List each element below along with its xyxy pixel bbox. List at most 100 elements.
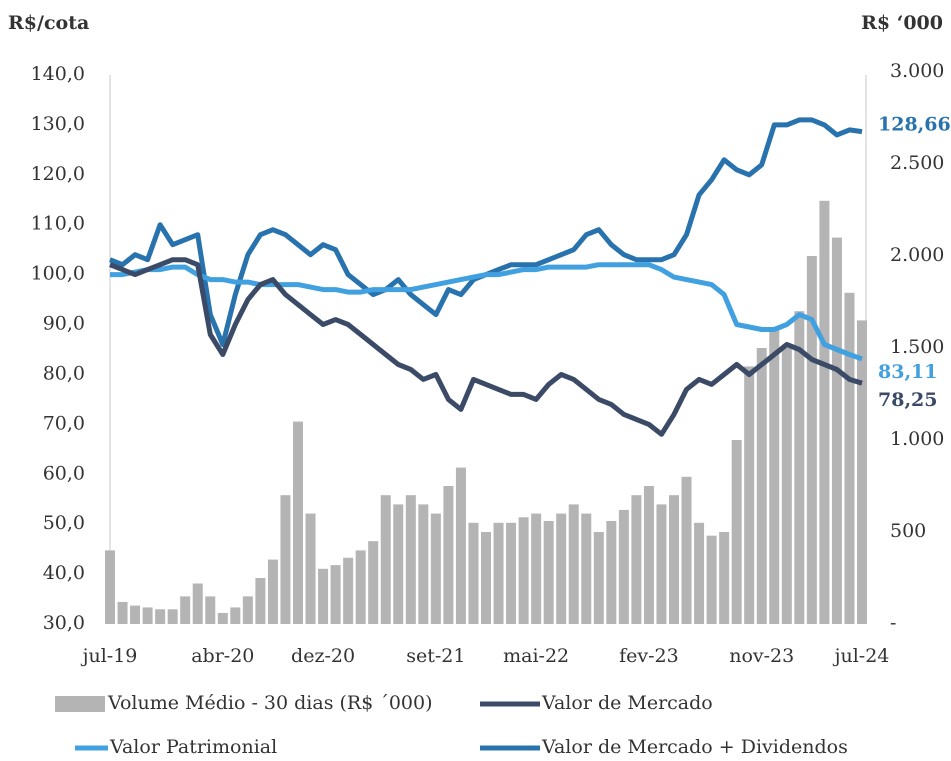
y-tick-label: 130,0 bbox=[31, 113, 85, 135]
volume-bar bbox=[593, 532, 604, 624]
volume-bar bbox=[756, 348, 767, 624]
y-tick-label: 30,0 bbox=[43, 612, 85, 634]
y-tick-label: 60,0 bbox=[43, 462, 85, 484]
volume-bar bbox=[581, 513, 592, 624]
volume-bar bbox=[130, 605, 141, 624]
y-tick-label: 100,0 bbox=[31, 263, 85, 285]
volume-bar bbox=[142, 607, 153, 624]
volume-bar bbox=[481, 532, 491, 624]
x-tick-label: dez-20 bbox=[291, 645, 355, 667]
legend-label: Valor de Mercado + Dividendos bbox=[541, 736, 848, 758]
volume-bar bbox=[819, 200, 830, 625]
y2-tick-label: 1.500 bbox=[890, 336, 944, 358]
y-tick-label: 140,0 bbox=[31, 63, 85, 85]
volume-bar bbox=[305, 513, 316, 624]
volume-bar bbox=[857, 320, 867, 624]
end-label: 128,66 bbox=[878, 114, 951, 136]
volume-bar bbox=[643, 486, 654, 624]
x-tick-label: mai-22 bbox=[503, 645, 569, 667]
y2-tick-label: 2.500 bbox=[890, 152, 944, 174]
volume-bar bbox=[343, 557, 354, 624]
y-tick-label: 70,0 bbox=[43, 412, 85, 434]
volume-bar bbox=[769, 329, 780, 624]
volume-bar bbox=[205, 596, 216, 624]
x-tick-label: fev-23 bbox=[619, 645, 679, 667]
volume-bar bbox=[694, 522, 705, 624]
y-tick-label: 110,0 bbox=[31, 213, 85, 235]
y2-axis-title: R$ ‘000 bbox=[861, 12, 943, 34]
volume-bar bbox=[330, 565, 341, 624]
series-line bbox=[110, 262, 863, 362]
y-tick-label: 120,0 bbox=[31, 163, 85, 185]
y2-tick-label: 500 bbox=[890, 520, 926, 542]
volume-bar bbox=[606, 520, 617, 624]
y2-tick-label: 2.000 bbox=[890, 244, 944, 266]
x-tick-label: abr-20 bbox=[191, 645, 254, 667]
legend-swatch bbox=[55, 696, 105, 712]
y2-tick-label: 3.000 bbox=[890, 60, 944, 82]
volume-bar bbox=[418, 504, 429, 624]
volume-bar bbox=[618, 509, 629, 624]
volume-bar bbox=[393, 504, 404, 624]
volume-bar bbox=[744, 366, 755, 624]
volume-bar bbox=[531, 513, 542, 624]
volume-bar bbox=[543, 520, 554, 624]
volume-bar bbox=[506, 522, 517, 624]
volume-bar bbox=[844, 292, 855, 624]
end-label: 78,25 bbox=[878, 389, 938, 411]
x-tick-label: nov-23 bbox=[729, 645, 794, 667]
y2-tick-label: 1.000 bbox=[890, 428, 944, 450]
volume-bar bbox=[806, 256, 817, 624]
y-tick-label: 50,0 bbox=[43, 512, 85, 534]
series-line bbox=[109, 117, 863, 347]
volume-bar bbox=[556, 513, 567, 624]
end-label: 83,11 bbox=[878, 361, 938, 383]
volume-bar bbox=[293, 421, 303, 624]
volume-bar bbox=[405, 495, 416, 624]
volume-bar bbox=[180, 596, 191, 624]
volume-bar bbox=[681, 476, 692, 624]
volume-bar bbox=[794, 311, 805, 624]
volume-bar bbox=[380, 495, 391, 624]
volume-bar bbox=[719, 532, 730, 624]
volume-bar bbox=[355, 550, 366, 624]
volume-bar bbox=[280, 495, 291, 624]
volume-bar bbox=[831, 237, 842, 624]
y2-tick-label: - bbox=[890, 612, 896, 634]
volume-bar bbox=[568, 504, 579, 624]
volume-bar bbox=[155, 609, 166, 624]
y-tick-label: 80,0 bbox=[43, 362, 85, 384]
volume-bar bbox=[781, 348, 792, 624]
x-tick-label: jul-24 bbox=[833, 645, 890, 667]
volume-bar bbox=[255, 578, 266, 624]
volume-bar bbox=[656, 504, 667, 624]
volume-bar bbox=[706, 535, 717, 624]
y-tick-label: 90,0 bbox=[43, 313, 85, 335]
legend-label: Valor Patrimonial bbox=[109, 736, 277, 758]
legend-label: Volume Médio - 30 dias (R$ ´000) bbox=[107, 692, 433, 714]
volume-bar bbox=[468, 522, 479, 624]
volume-bar bbox=[167, 609, 178, 624]
volume-bar bbox=[518, 517, 529, 624]
volume-bar bbox=[318, 568, 329, 624]
volume-bar bbox=[455, 467, 466, 624]
volume-bar bbox=[267, 559, 278, 624]
volume-bar bbox=[430, 513, 441, 624]
volume-bar bbox=[105, 550, 115, 624]
volume-bar bbox=[230, 607, 241, 624]
y-axis-title: R$/cota bbox=[8, 12, 89, 34]
volume-bar bbox=[192, 583, 203, 624]
legend-label: Valor de Mercado bbox=[541, 692, 713, 714]
volume-bar bbox=[443, 486, 454, 624]
volume-bar bbox=[217, 612, 228, 624]
x-tick-label: jul-19 bbox=[81, 645, 138, 667]
volume-bar bbox=[368, 541, 379, 624]
volume-bar bbox=[117, 601, 128, 624]
volume-bar bbox=[731, 440, 742, 624]
volume-bar bbox=[493, 522, 504, 624]
x-tick-label: set-21 bbox=[406, 645, 465, 667]
volume-bar bbox=[242, 596, 253, 624]
y-tick-label: 40,0 bbox=[43, 562, 85, 584]
volume-bar bbox=[631, 495, 642, 624]
